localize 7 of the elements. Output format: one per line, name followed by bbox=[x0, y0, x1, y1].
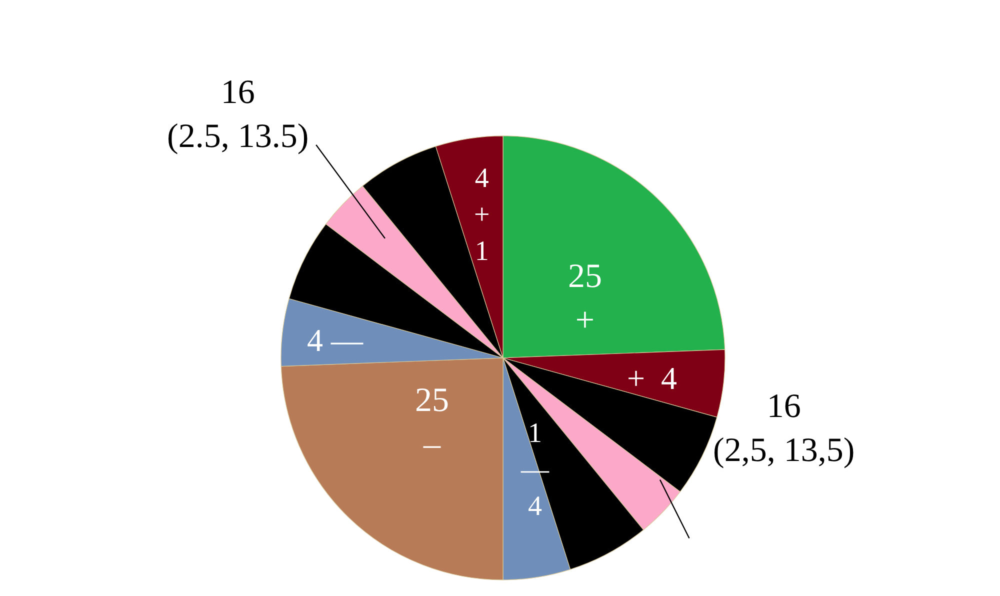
text: 16 (2,5, 13,5) bbox=[713, 388, 855, 470]
text: 4 + 1 bbox=[474, 163, 490, 267]
text: + 4 bbox=[627, 360, 678, 396]
text: 25 + bbox=[568, 258, 602, 340]
text: 25 – bbox=[415, 382, 449, 464]
text: 4 — bbox=[307, 322, 364, 358]
text: 16 (2.5, 13.5) bbox=[167, 74, 309, 156]
